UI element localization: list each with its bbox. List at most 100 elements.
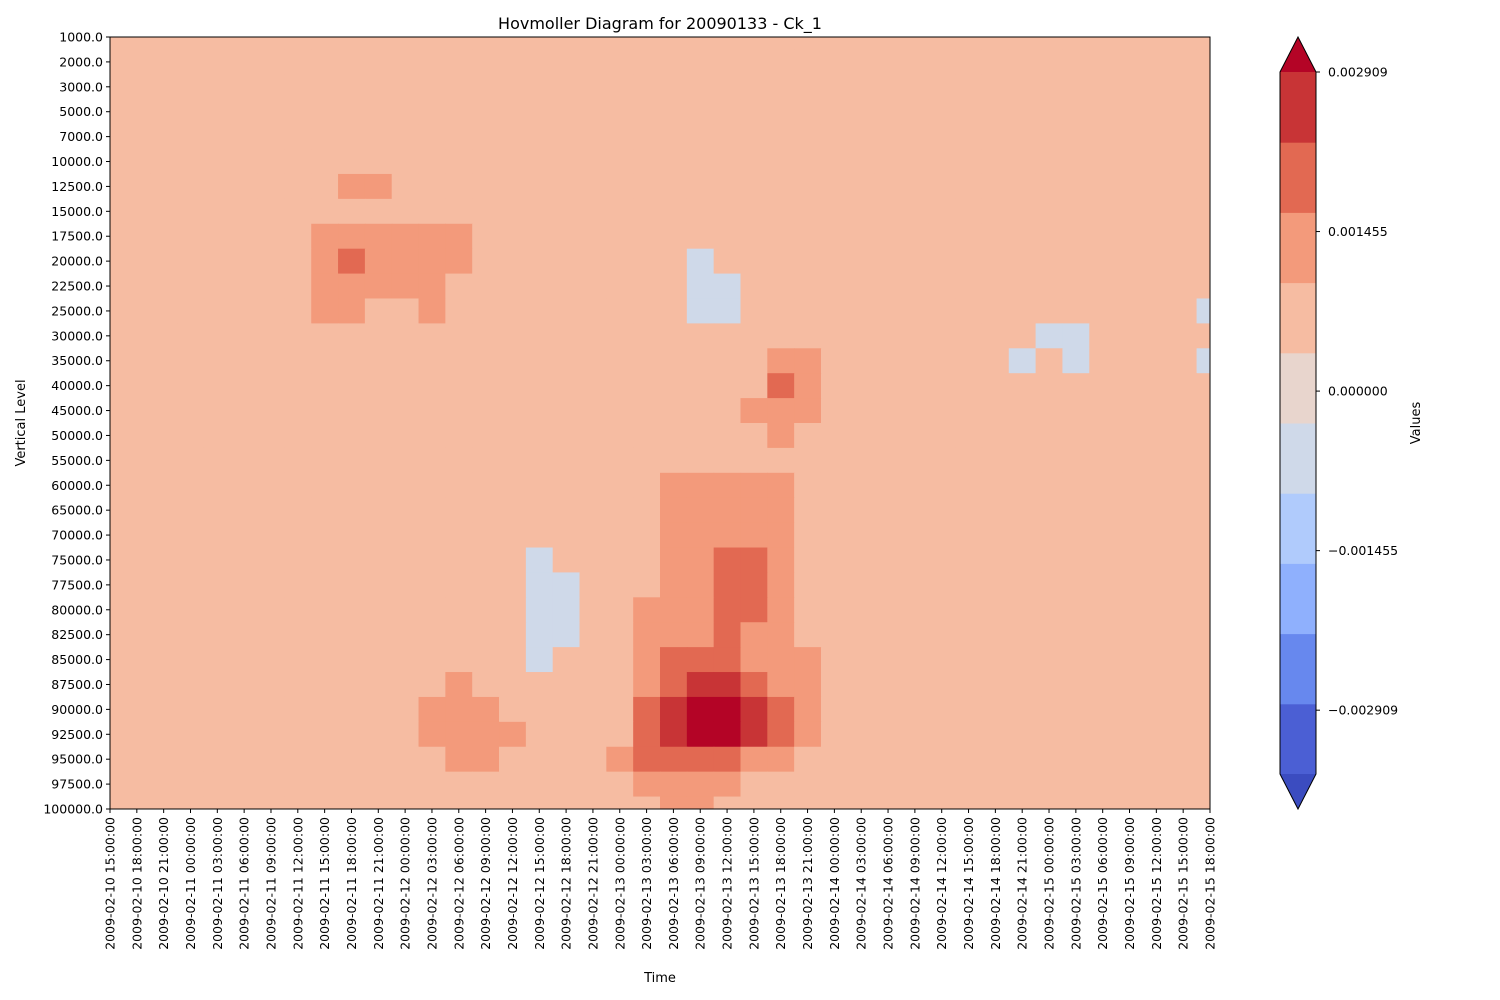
heatmap-cell xyxy=(820,124,849,150)
heatmap-cell xyxy=(579,572,607,598)
x-tick-label: 2009-02-12 06:00:00 xyxy=(451,817,466,950)
heatmap-cell xyxy=(713,572,742,598)
heatmap-cell xyxy=(177,472,205,499)
heatmap-cell xyxy=(981,273,1010,300)
heatmap-cell xyxy=(418,423,446,449)
heatmap-cell xyxy=(110,721,125,748)
heatmap-cell xyxy=(284,124,312,150)
heatmap-cell xyxy=(955,124,983,150)
heatmap-cell xyxy=(257,572,285,598)
heatmap-cell xyxy=(660,696,688,723)
heatmap-cell xyxy=(257,37,285,51)
heatmap-cell xyxy=(686,99,715,125)
heatmap-cell xyxy=(794,323,822,349)
heatmap-cell xyxy=(552,173,581,200)
heatmap-cell xyxy=(820,149,849,175)
heatmap-cell xyxy=(391,497,420,524)
heatmap-cell xyxy=(1116,472,1144,499)
heatmap-cell xyxy=(177,572,205,598)
heatmap-cell xyxy=(364,746,393,773)
heatmap-cell xyxy=(177,672,205,698)
heatmap-cell xyxy=(660,248,688,275)
heatmap-cell xyxy=(1169,522,1198,549)
heatmap-cell xyxy=(1116,223,1144,250)
heatmap-cell xyxy=(230,522,259,549)
heatmap-cell xyxy=(1062,248,1090,275)
heatmap-cell xyxy=(1196,37,1210,51)
heatmap-cell xyxy=(901,497,929,524)
heatmap-cell xyxy=(1089,348,1117,374)
heatmap-cell xyxy=(794,447,822,474)
x-tick-label: 2009-02-14 12:00:00 xyxy=(934,817,949,950)
heatmap-cell xyxy=(981,124,1010,150)
y-tick-label: 70000.0 xyxy=(51,528,103,543)
heatmap-cell xyxy=(472,497,500,524)
heatmap-cell xyxy=(767,323,795,349)
heatmap-cell xyxy=(874,37,903,51)
heatmap-cell xyxy=(767,149,795,175)
heatmap-cell xyxy=(928,796,956,809)
heatmap-cell xyxy=(767,746,795,773)
heatmap-cell xyxy=(472,373,500,399)
y-tick-label: 1000.0 xyxy=(59,30,103,45)
heatmap-cell xyxy=(820,348,849,374)
heatmap-cell xyxy=(686,273,715,300)
heatmap-cell xyxy=(1116,597,1144,623)
heatmap-cell xyxy=(418,198,446,225)
heatmap-cell xyxy=(338,547,366,574)
heatmap-cell xyxy=(364,348,393,374)
heatmap-cell xyxy=(1196,746,1210,773)
heatmap-cell xyxy=(606,522,634,549)
heatmap-cell xyxy=(981,572,1010,598)
heatmap-cell xyxy=(203,323,232,349)
heatmap-cell xyxy=(1089,572,1117,598)
y-tick-label: 82500.0 xyxy=(51,627,103,642)
colorbar-label: Values xyxy=(1409,402,1424,445)
heatmap-cell xyxy=(230,447,259,474)
heatmap-cell xyxy=(123,74,151,100)
heatmap-cell xyxy=(579,223,607,250)
heatmap-cell xyxy=(445,124,473,150)
heatmap-cell xyxy=(1062,37,1090,51)
heatmap-cell xyxy=(928,298,956,324)
heatmap-cell xyxy=(686,622,715,648)
heatmap-cell xyxy=(230,373,259,399)
heatmap-cell xyxy=(981,298,1010,324)
heatmap-cell xyxy=(445,273,473,300)
heatmap-cell xyxy=(1062,522,1090,549)
heatmap-cell xyxy=(364,497,393,524)
x-tick-label: 2009-02-13 09:00:00 xyxy=(693,817,708,950)
x-tick-label: 2009-02-13 15:00:00 xyxy=(746,817,761,950)
y-tick-label: 2000.0 xyxy=(59,54,103,69)
heatmap-cell xyxy=(499,572,527,598)
heatmap-cell xyxy=(1196,771,1210,798)
heatmap-cell xyxy=(1035,672,1064,698)
heatmap-cell xyxy=(110,423,125,449)
heatmap-cell xyxy=(150,273,178,300)
heatmap-cell xyxy=(820,672,849,698)
heatmap-cell xyxy=(794,647,822,673)
heatmap-cell xyxy=(110,472,125,499)
heatmap-cell xyxy=(525,99,554,125)
heatmap-cell xyxy=(794,672,822,698)
heatmap-cell xyxy=(633,373,661,399)
heatmap-cell xyxy=(364,198,393,225)
heatmap-cell xyxy=(1089,373,1117,399)
heatmap-cell xyxy=(364,622,393,648)
heatmap-cell xyxy=(660,647,688,673)
heatmap-cell xyxy=(579,746,607,773)
heatmap-cell xyxy=(418,149,446,175)
heatmap-cell xyxy=(820,398,849,424)
heatmap-cell xyxy=(257,348,285,374)
heatmap-cell xyxy=(364,547,393,574)
heatmap-cell xyxy=(1196,672,1210,698)
heatmap-cell xyxy=(874,298,903,324)
heatmap-cell xyxy=(150,37,178,51)
heatmap-cell xyxy=(1035,99,1064,125)
heatmap-cell xyxy=(794,248,822,275)
heatmap-cell xyxy=(1196,696,1210,723)
x-tick-label: 2009-02-12 09:00:00 xyxy=(478,817,493,950)
heatmap-cell xyxy=(257,74,285,100)
heatmap-cell xyxy=(928,173,956,200)
heatmap-cell xyxy=(177,647,205,673)
